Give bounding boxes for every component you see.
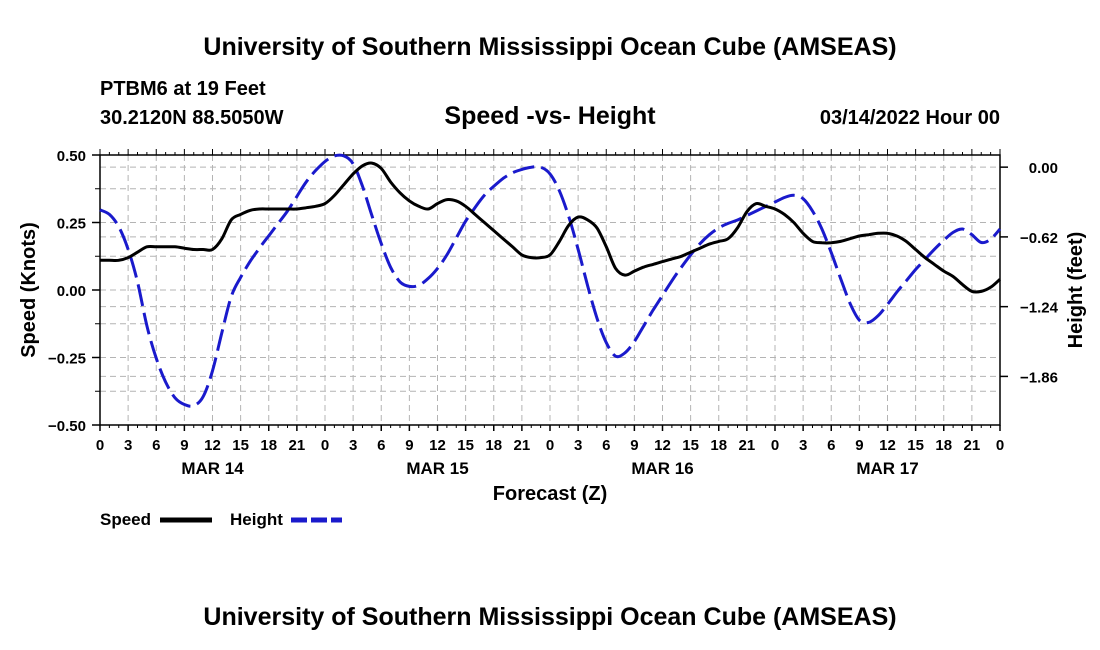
x-tick-label: 9	[630, 437, 638, 454]
y2-tick-label: −1.24	[1020, 300, 1059, 317]
x-tick-label: 3	[349, 437, 357, 454]
main-title: University of Southern Mississippi Ocean…	[203, 33, 896, 61]
x-tick-label: 12	[204, 437, 221, 454]
x-tick-label: 6	[827, 437, 835, 454]
x-tick-label: 21	[289, 437, 306, 454]
x-tick-label: 6	[602, 437, 610, 454]
x-tick-label: 0	[96, 437, 104, 454]
x-tick-label: 21	[739, 437, 756, 454]
x-tick-label: 9	[180, 437, 188, 454]
date-label: 03/14/2022 Hour 00	[820, 107, 1000, 129]
axes: 0.50 0.25 0.00 −0.25 −0.50 0.00 −0.62 −1.24 −1.8…	[48, 148, 1059, 478]
day-label: MAR 14	[181, 459, 244, 478]
x-tick-label: 15	[907, 437, 924, 454]
legend-speed-label: Speed	[100, 510, 151, 529]
coordinates-label: 30.2120N 88.5050W	[100, 107, 284, 129]
legend-height-label: Height	[230, 510, 283, 529]
x-tick-label: 0	[321, 437, 329, 454]
x-tick-label: 18	[935, 437, 952, 454]
x-tick-label: 6	[152, 437, 160, 454]
footer-title: University of Southern Mississippi Ocean…	[203, 603, 896, 631]
x-tick-label: 0	[996, 437, 1004, 454]
x-tick-label: 6	[377, 437, 385, 454]
x-tick-label: 9	[405, 437, 413, 454]
x-tick-label: 3	[124, 437, 132, 454]
x-tick-label: 12	[429, 437, 446, 454]
x-tick-label: 21	[964, 437, 981, 454]
y-tick-label: −0.50	[48, 418, 86, 435]
x-tick-label: 18	[485, 437, 502, 454]
x-tick-label: 3	[574, 437, 582, 454]
y2-tick-label: −1.86	[1020, 369, 1058, 386]
y-tick-label: 0.50	[57, 148, 86, 165]
x-tick-label: 18	[710, 437, 727, 454]
y-axis-label: Speed (Knots)	[18, 222, 40, 358]
y2-tick-label: 0.00	[1029, 160, 1058, 177]
legend: Speed Height	[100, 510, 342, 529]
y2-axis-label: Height (feet)	[1065, 232, 1087, 349]
y-tick-label: 0.25	[57, 216, 86, 233]
data-series	[99, 153, 1002, 408]
day-label: MAR 16	[631, 459, 693, 478]
y-tick-label: 0.00	[57, 283, 86, 300]
x-tick-label: 0	[771, 437, 779, 454]
x-tick-label: 3	[799, 437, 807, 454]
x-tick-label: 15	[232, 437, 249, 454]
x-tick-label: 9	[855, 437, 863, 454]
height-series-line	[99, 153, 1002, 408]
x-tick-label: 18	[260, 437, 277, 454]
x-axis-label: Forecast (Z)	[493, 483, 607, 505]
x-tick-label: 12	[879, 437, 896, 454]
x-tick-label: 15	[682, 437, 699, 454]
day-label: MAR 15	[406, 459, 468, 478]
x-tick-label: 12	[654, 437, 671, 454]
x-tick-label: 21	[514, 437, 531, 454]
speed-series-line	[100, 161, 1002, 294]
y-tick-label: −0.25	[48, 351, 86, 368]
x-tick-label: 15	[457, 437, 474, 454]
x-tick-label: 0	[546, 437, 554, 454]
station-label: PTBM6 at 19 Feet	[100, 78, 266, 100]
chart-subtitle: Speed -vs- Height	[444, 102, 656, 130]
day-label: MAR 17	[856, 459, 918, 478]
y2-tick-label: −0.62	[1020, 230, 1058, 247]
